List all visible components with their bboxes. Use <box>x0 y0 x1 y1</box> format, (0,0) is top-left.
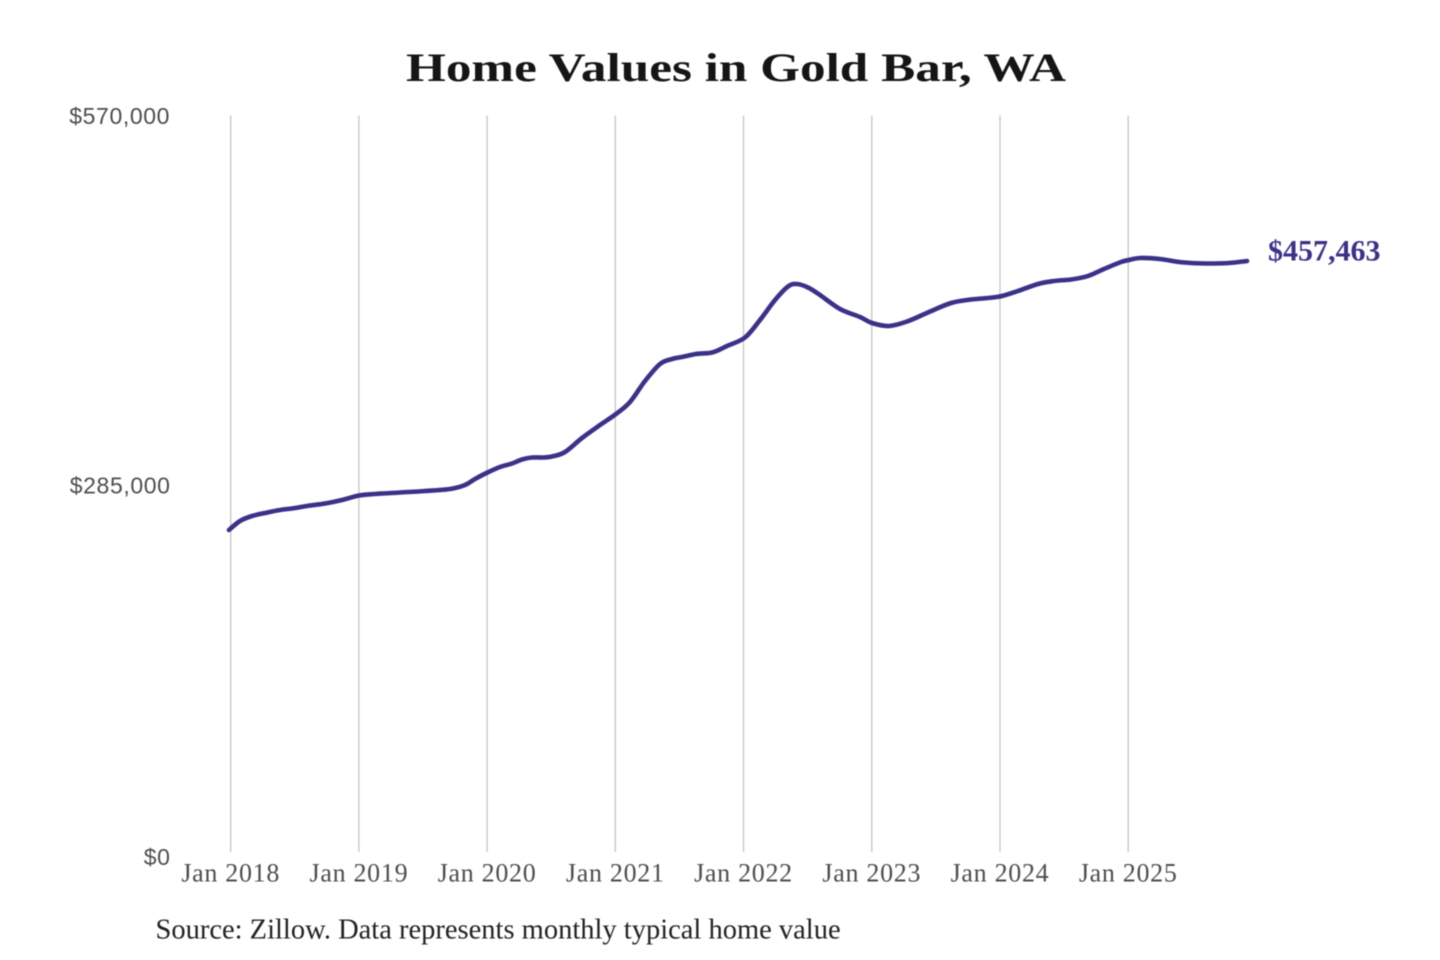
svg-text:Jan 2023: Jan 2023 <box>822 859 921 888</box>
svg-text:Jan 2019: Jan 2019 <box>310 859 409 888</box>
svg-text:$0: $0 <box>144 844 171 870</box>
svg-text:Jan 2018: Jan 2018 <box>181 859 280 888</box>
svg-text:$570,000: $570,000 <box>69 103 170 129</box>
svg-text:Home Values in Gold Bar, WA: Home Values in Gold Bar, WA <box>406 45 1066 89</box>
svg-text:Jan 2022: Jan 2022 <box>694 859 793 888</box>
svg-text:$285,000: $285,000 <box>70 473 171 499</box>
svg-text:Jan 2024: Jan 2024 <box>951 859 1050 888</box>
svg-text:$457,463: $457,463 <box>1268 235 1381 268</box>
svg-text:Jan 2020: Jan 2020 <box>438 859 537 888</box>
svg-text:Source: Zillow. Data represent: Source: Zillow. Data represents monthly … <box>156 915 841 946</box>
svg-text:Jan 2021: Jan 2021 <box>566 859 665 888</box>
svg-text:Jan 2025: Jan 2025 <box>1079 859 1178 888</box>
